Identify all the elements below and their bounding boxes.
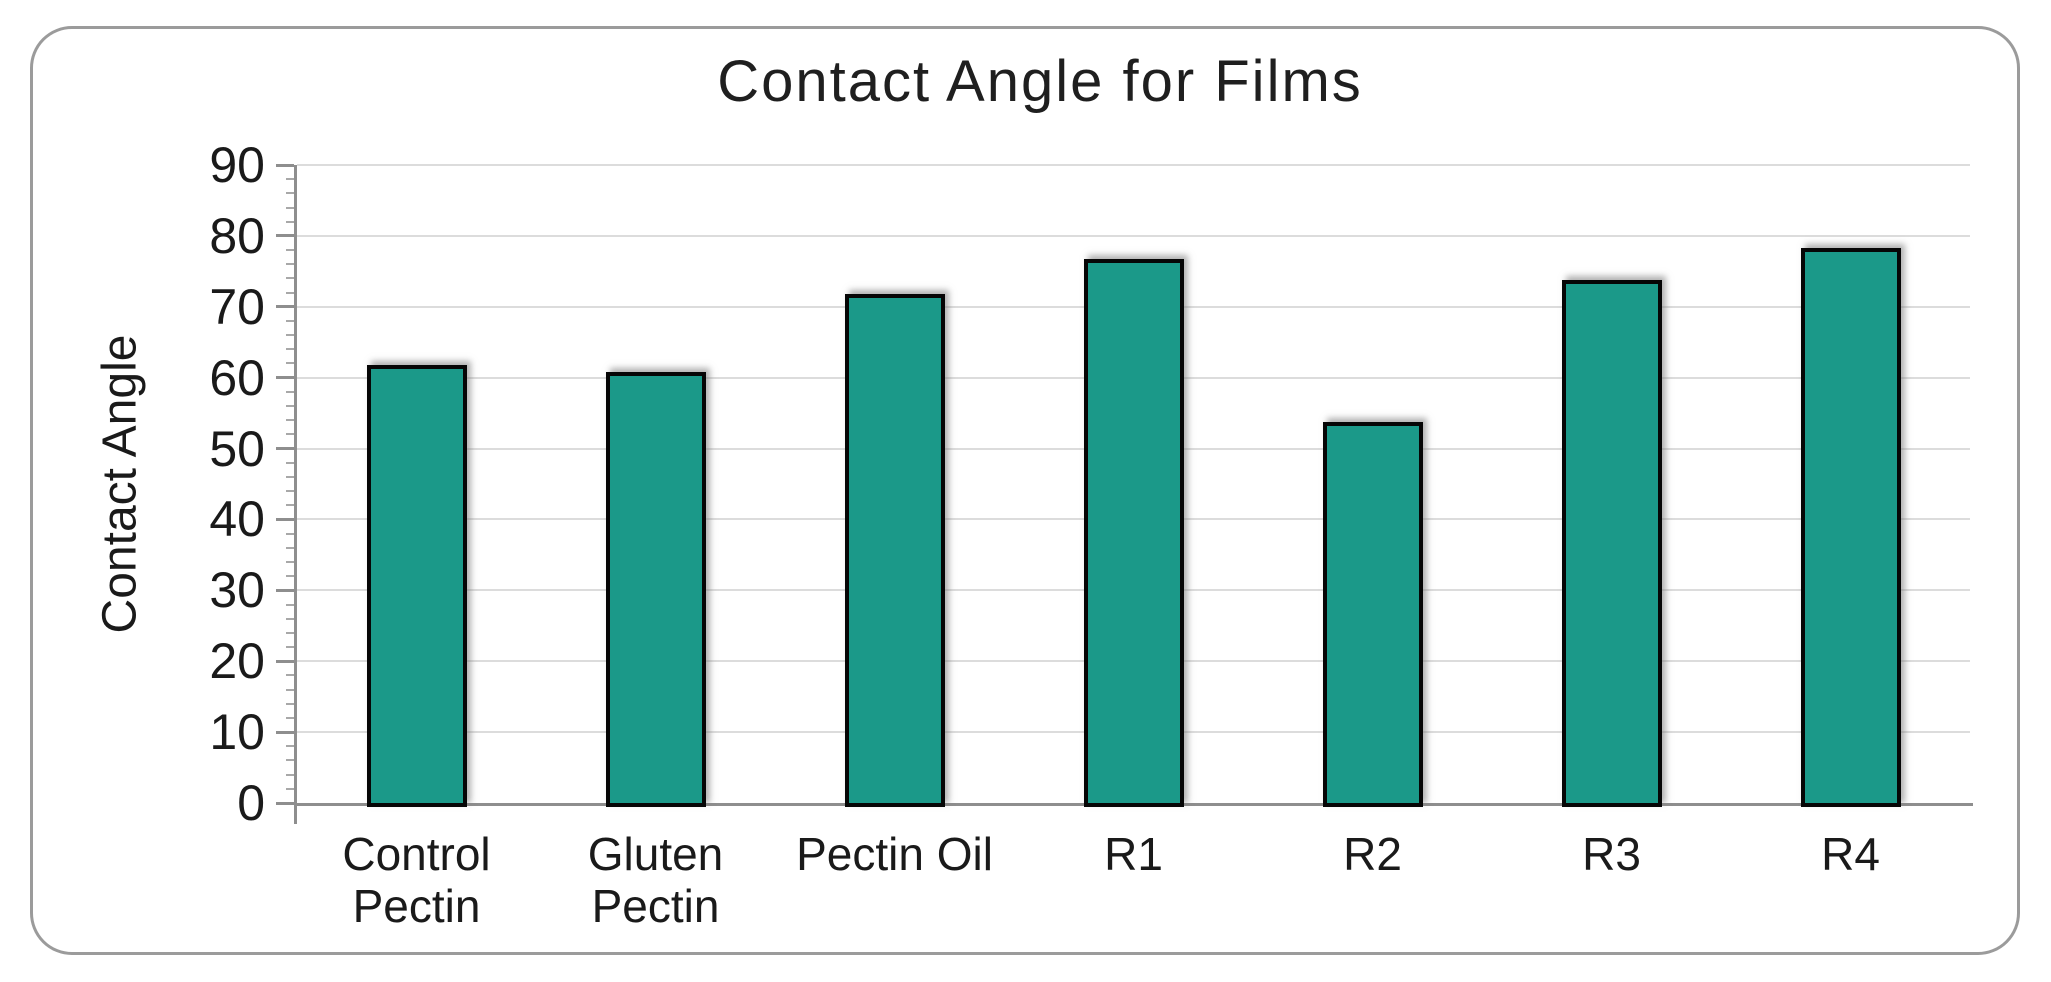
x-category-label-text: Gluten Pectin: [587, 828, 724, 932]
y-minor-tick: [286, 362, 295, 365]
y-minor-tick: [286, 220, 295, 223]
y-minor-tick: [286, 716, 295, 719]
y-minor-tick: [286, 546, 295, 549]
y-minor-tick: [286, 617, 295, 620]
y-minor-tick: [286, 475, 295, 478]
y-tick-label: 90: [209, 137, 265, 193]
y-tick-label: 30: [209, 562, 265, 619]
y-minor-tick: [286, 405, 295, 408]
x-category-label-text: R1: [1104, 828, 1163, 880]
y-major-tick: [276, 376, 294, 380]
gridline: [297, 234, 1970, 237]
y-major-tick: [276, 588, 294, 592]
chart-frame: [30, 26, 2020, 955]
bar-r4: [1800, 248, 1901, 807]
y-minor-tick: [286, 532, 295, 535]
y-minor-tick: [286, 773, 295, 776]
y-minor-tick: [286, 787, 295, 790]
bar-pectin-oil: [844, 294, 945, 807]
y-minor-tick: [286, 461, 295, 464]
y-minor-tick: [286, 631, 295, 634]
x-category-label-text: R3: [1582, 828, 1641, 880]
y-minor-tick: [286, 263, 295, 266]
bar-r3: [1561, 279, 1662, 807]
y-minor-tick: [286, 192, 295, 195]
x-category-label: R2: [1253, 828, 1492, 880]
y-major-tick: [276, 659, 294, 663]
y-minor-tick: [286, 178, 295, 181]
y-tick-label: 0: [237, 775, 265, 831]
y-minor-tick: [286, 390, 295, 393]
y-major-tick: [276, 447, 294, 451]
y-major-tick: [276, 163, 294, 167]
x-category-label-text: Pectin Oil: [796, 828, 993, 880]
gridline: [297, 164, 1970, 166]
bar-r1: [1083, 258, 1184, 807]
y-minor-tick: [286, 646, 295, 649]
y-tick-label: 40: [209, 491, 265, 548]
y-tick-label: 80: [209, 207, 265, 264]
y-minor-tick: [286, 249, 295, 252]
y-minor-tick: [286, 433, 295, 436]
y-minor-tick: [286, 348, 295, 351]
x-category-label: R3: [1492, 828, 1731, 880]
x-category-label-text: R4: [1821, 828, 1880, 880]
y-tick-label: 50: [209, 420, 265, 477]
y-minor-tick: [286, 319, 295, 322]
x-category-label: Control Pectin: [297, 828, 536, 932]
y-major-tick: [276, 801, 294, 805]
y-axis-title: Contact Angle: [93, 334, 147, 634]
y-minor-tick: [286, 674, 295, 677]
y-tick-label: 60: [209, 349, 265, 406]
y-tick-label: 10: [209, 704, 265, 761]
y-minor-tick: [286, 504, 295, 507]
y-minor-tick: [286, 575, 295, 578]
y-tick-label: 70: [209, 278, 265, 335]
y-minor-tick: [286, 419, 295, 422]
x-category-label: Gluten Pectin: [536, 828, 775, 932]
bar-r2: [1322, 421, 1423, 807]
y-major-tick: [276, 730, 294, 734]
y-minor-tick: [286, 206, 295, 209]
y-major-tick: [276, 305, 294, 309]
y-minor-tick: [286, 688, 295, 691]
chart-title: Contact Angle for Films: [717, 49, 1363, 114]
y-minor-tick: [286, 745, 295, 748]
x-category-label: R4: [1731, 828, 1970, 880]
y-major-tick: [276, 234, 294, 238]
bar-gluten-pectin: [605, 372, 706, 807]
y-minor-tick: [286, 560, 295, 563]
y-axis-line: [294, 165, 297, 824]
y-minor-tick: [286, 702, 295, 705]
x-category-label: Pectin Oil: [775, 828, 1014, 880]
x-category-label-text: R2: [1343, 828, 1402, 880]
y-tick-label: 20: [209, 633, 265, 690]
y-minor-tick: [286, 759, 295, 762]
y-minor-tick: [286, 291, 295, 294]
y-major-tick: [276, 517, 294, 521]
y-minor-tick: [286, 334, 295, 337]
y-minor-tick: [286, 603, 295, 606]
y-minor-tick: [286, 490, 295, 493]
bar-control-pectin: [366, 365, 467, 807]
y-minor-tick: [286, 277, 295, 280]
x-category-label: R1: [1014, 828, 1253, 880]
x-category-label-text: Control Pectin: [342, 828, 491, 932]
